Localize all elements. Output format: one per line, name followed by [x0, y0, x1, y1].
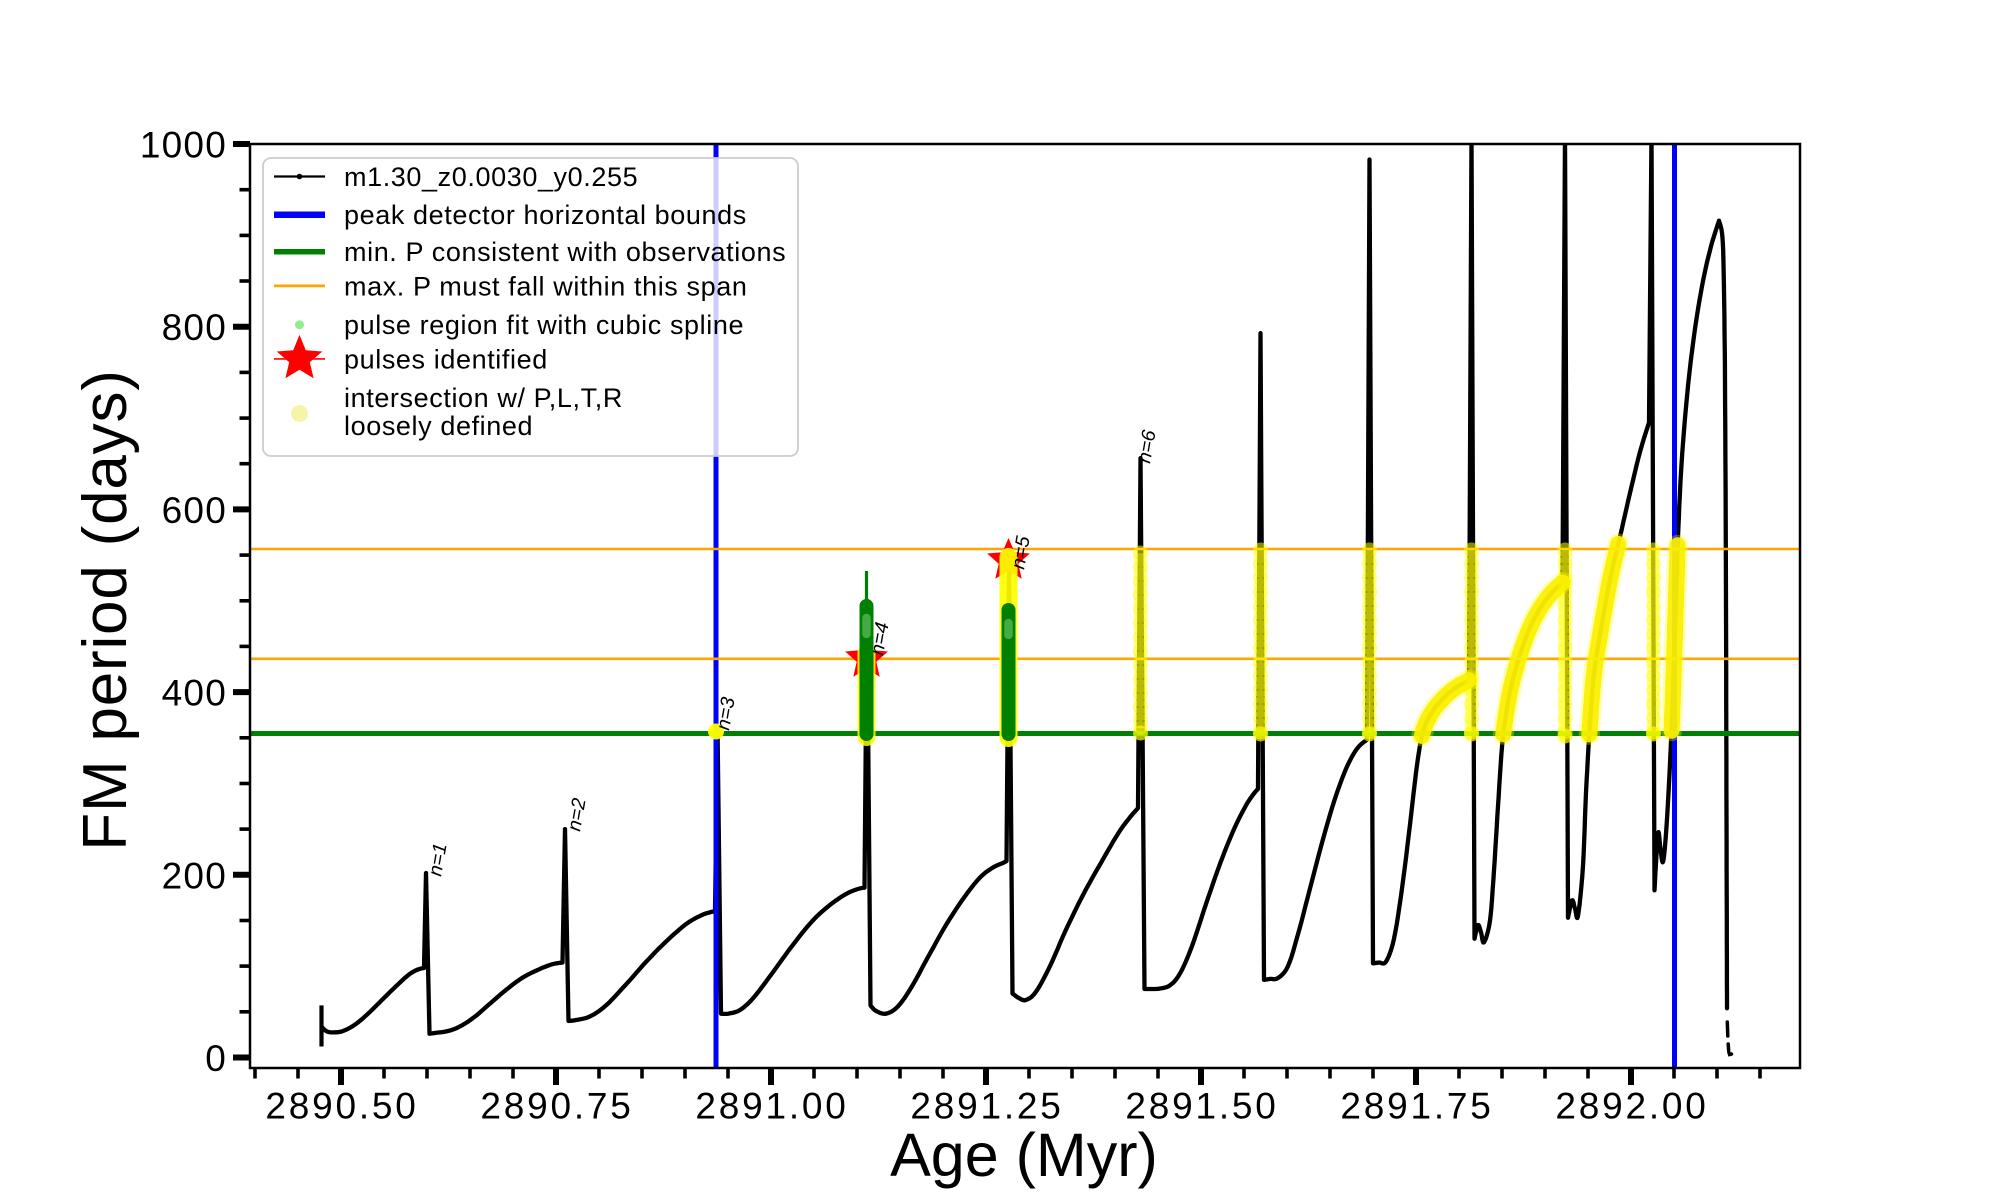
svg-text:400: 400 [162, 673, 227, 714]
svg-text:FM period (days): FM period (days) [71, 369, 140, 850]
svg-text:Age (Myr): Age (Myr) [890, 1121, 1158, 1189]
svg-text:2890.50: 2890.50 [265, 1086, 418, 1127]
svg-text:2892.00: 2892.00 [1555, 1086, 1708, 1127]
svg-text:600: 600 [162, 490, 227, 531]
svg-text:peak detector horizontal bound: peak detector horizontal bounds [344, 200, 747, 230]
svg-text:800: 800 [162, 307, 227, 348]
svg-text:intersection w/ P,L,T,R: intersection w/ P,L,T,R [344, 383, 623, 413]
svg-text:min. P consistent with observa: min. P consistent with observations [344, 237, 786, 267]
svg-text:200: 200 [162, 855, 227, 896]
svg-text:2891.25: 2891.25 [910, 1086, 1063, 1127]
svg-text:loosely defined: loosely defined [344, 411, 533, 441]
svg-text:max. P must fall within this s: max. P must fall within this span [344, 271, 747, 301]
svg-text:2891.75: 2891.75 [1340, 1086, 1493, 1127]
svg-text:2891.50: 2891.50 [1125, 1086, 1278, 1127]
svg-text:pulse region fit with cubic sp: pulse region fit with cubic spline [344, 310, 744, 340]
svg-text:2891.00: 2891.00 [695, 1086, 848, 1127]
svg-text:m1.30_z0.0030_y0.255: m1.30_z0.0030_y0.255 [344, 162, 638, 192]
svg-text:0: 0 [205, 1038, 227, 1079]
svg-text:1000: 1000 [140, 125, 227, 166]
svg-text:2890.75: 2890.75 [480, 1086, 633, 1127]
svg-text:pulses identified: pulses identified [344, 344, 548, 374]
